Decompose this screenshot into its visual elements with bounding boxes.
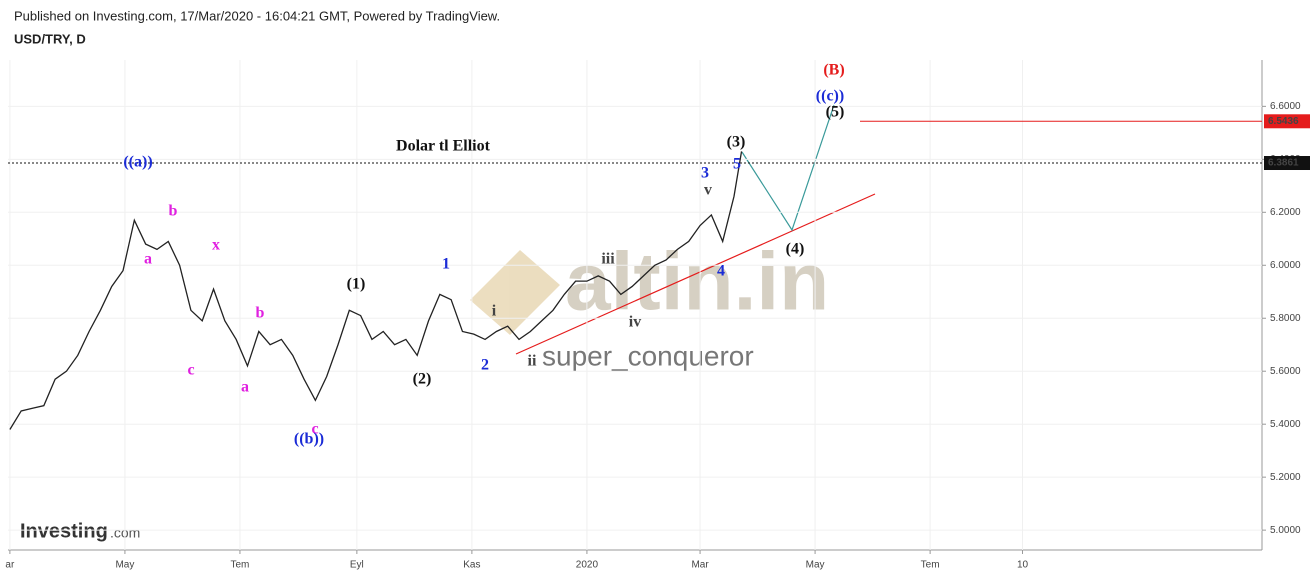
annotation: (B) bbox=[823, 62, 844, 79]
logo-shape bbox=[470, 250, 560, 335]
annotation: 5 bbox=[733, 156, 741, 173]
annotation: 4 bbox=[717, 263, 725, 280]
y-tick-label: 6.2000 bbox=[1270, 207, 1301, 218]
y-tick-label: 5.6000 bbox=[1270, 366, 1301, 377]
annotation: iii bbox=[601, 251, 615, 268]
annotation: iv bbox=[629, 314, 641, 331]
x-tick-label: Mar bbox=[691, 560, 709, 571]
annotation: 3 bbox=[701, 165, 709, 182]
y-tick-label: 6.6000 bbox=[1270, 101, 1301, 112]
y-tick-label: 5.0000 bbox=[1270, 525, 1301, 536]
annotation: (5) bbox=[826, 104, 845, 121]
x-tick-label: ar bbox=[5, 560, 15, 571]
x-tick-label: May bbox=[806, 560, 825, 571]
price-box bbox=[1264, 114, 1310, 129]
annotation: (1) bbox=[347, 276, 366, 293]
annotation: ((b)) bbox=[294, 431, 324, 448]
annotation: Dolar tl Elliot bbox=[396, 138, 491, 155]
x-tick-label: 2020 bbox=[576, 560, 599, 571]
x-tick-label: 10 bbox=[1017, 560, 1029, 571]
y-tick-label: 5.4000 bbox=[1270, 419, 1301, 430]
x-tick-label: May bbox=[115, 560, 134, 571]
annotation: v bbox=[704, 182, 712, 199]
annotation: a bbox=[241, 379, 249, 396]
price-label: 6.5436 bbox=[1268, 116, 1299, 127]
y-tick-label: 5.8000 bbox=[1270, 313, 1301, 324]
y-tick-label: 5.2000 bbox=[1270, 472, 1301, 483]
author-watermark: super_conqueror bbox=[542, 340, 754, 371]
logo: Investing bbox=[20, 520, 108, 542]
price-box bbox=[1264, 156, 1310, 171]
annotation: (4) bbox=[786, 241, 805, 258]
x-tick-label: Tem bbox=[921, 560, 940, 571]
annotation: c bbox=[311, 421, 318, 438]
annotation: a bbox=[144, 251, 152, 268]
y-tick-label: 6.0000 bbox=[1270, 260, 1301, 271]
price-line-series bbox=[9, 151, 743, 430]
annotation: i bbox=[492, 303, 497, 320]
x-tick-label: Eyl bbox=[350, 560, 364, 571]
annotation: c bbox=[187, 362, 194, 379]
price-label: 6.3861 bbox=[1268, 158, 1299, 169]
annotation: x bbox=[212, 237, 220, 254]
annotation: ((c)) bbox=[816, 88, 844, 105]
watermark: altin.in bbox=[470, 237, 829, 335]
annotation: ii bbox=[528, 353, 537, 370]
x-tick-label: Tem bbox=[230, 560, 249, 571]
annotation: b bbox=[169, 203, 178, 220]
annotation: 2 bbox=[481, 357, 489, 374]
projection bbox=[741, 104, 835, 232]
annotation: (3) bbox=[727, 134, 746, 151]
annotation: 1 bbox=[442, 256, 450, 273]
x-tick-label: Kas bbox=[463, 560, 480, 571]
annotation: b bbox=[256, 305, 265, 322]
annotation: ((a)) bbox=[123, 154, 152, 171]
annotation: (2) bbox=[413, 371, 432, 388]
symbol: USD/TRY, D bbox=[14, 31, 86, 46]
published: Published on Investing.com, 17/Mar/2020 … bbox=[14, 8, 500, 23]
